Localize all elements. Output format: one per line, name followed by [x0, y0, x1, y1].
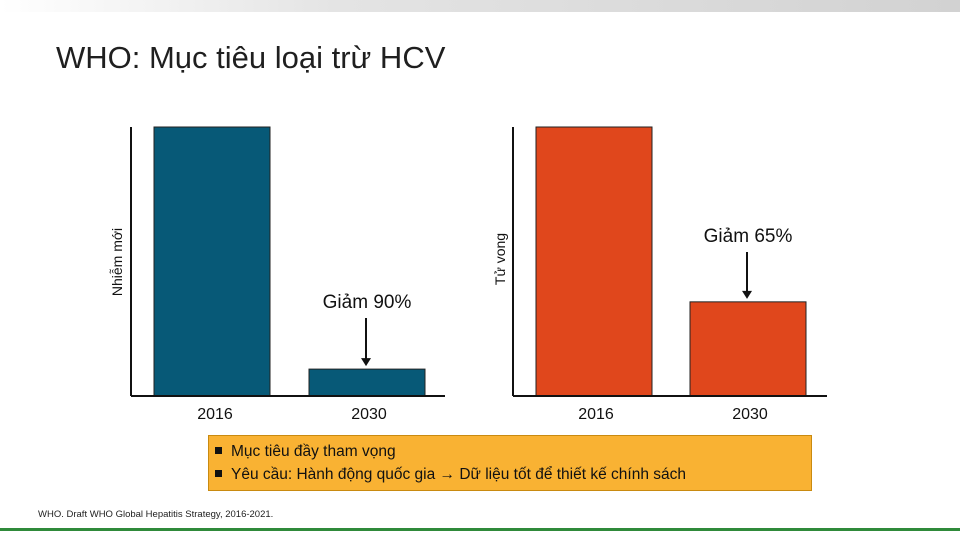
deaths-chart: 2016 2030 Tử vong Giảm 65% — [492, 126, 827, 423]
footer-line — [0, 528, 960, 531]
callout-box: Mục tiêu đầy tham vọng Yêu cầu: Hành độn… — [208, 435, 812, 491]
bullet-icon — [215, 470, 222, 478]
reduction-label: Giảm 65% — [704, 226, 793, 247]
new-infections-chart: 2016 2030 Nhiễm mới Giảm 90% — [109, 126, 445, 423]
reduction-label: Giảm 90% — [323, 292, 412, 313]
bar — [153, 126, 271, 397]
callout-item: Mục tiêu đầy tham vọng — [215, 440, 811, 463]
x-tick-label: 2030 — [351, 406, 387, 423]
y-axis-label: Nhiễm mới — [109, 228, 125, 296]
x-tick-label: 2030 — [732, 406, 768, 423]
bullet-icon — [215, 447, 222, 455]
y-axis-label: Tử vong — [492, 233, 508, 285]
callout-item: Yêu cầu: Hành động quốc gia → Dữ liệu tố… — [215, 463, 811, 486]
bar — [689, 301, 807, 397]
bar — [308, 368, 426, 397]
page-title: WHO: Mục tiêu loại trừ HCV — [56, 40, 446, 75]
source-citation: WHO. Draft WHO Global Hepatitis Strategy… — [38, 509, 274, 520]
arrow-head-icon — [742, 290, 752, 299]
x-tick-label: 2016 — [197, 406, 233, 423]
x-tick-label: 2016 — [578, 406, 614, 423]
top-gradient-bar — [0, 0, 960, 12]
arrow-head-icon — [361, 358, 371, 367]
bar — [535, 126, 653, 397]
